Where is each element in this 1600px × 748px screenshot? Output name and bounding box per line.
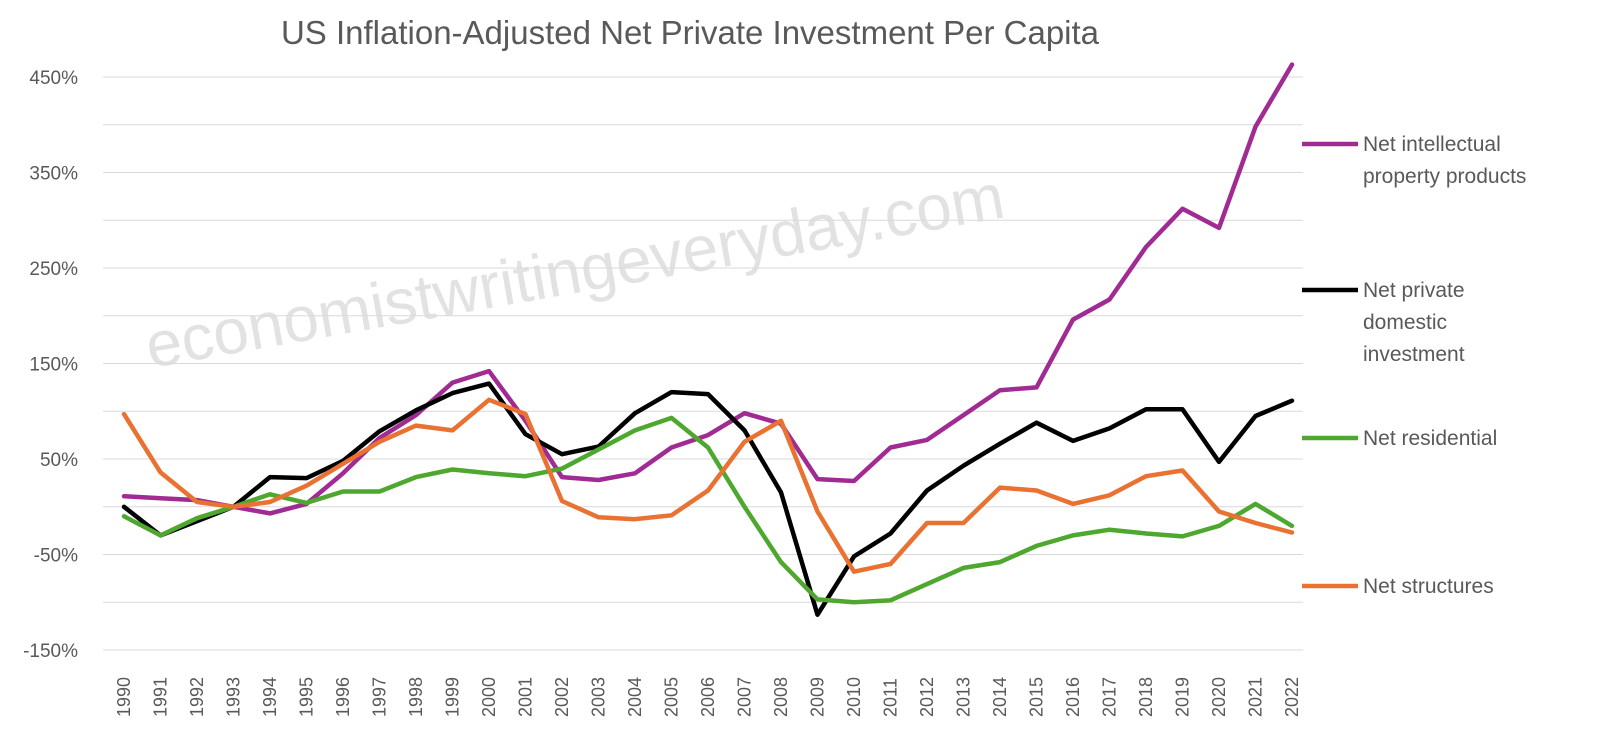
x-tick-label: 1991 [151,677,171,717]
x-tick-label: 2008 [771,677,791,717]
legend-label: Net residential [1363,427,1497,450]
x-tick-label: 2010 [844,677,864,717]
x-tick-label: 1999 [443,677,463,717]
y-tick-label: 250% [29,259,78,280]
series-line [121,62,1295,516]
x-tick-label: 2009 [808,677,828,717]
x-tick-label: 2006 [698,677,718,717]
y-tick-label: -50% [34,546,78,567]
x-tick-label: 1996 [333,677,353,717]
x-tick-label: 2007 [735,677,755,717]
x-tick-label: 2014 [990,677,1010,717]
x-tick-label: 2001 [516,677,536,717]
x-tick-label: 2012 [917,677,937,717]
legend: Net intellectual property products Net pri… [1302,133,1526,598]
series-lines [121,62,1295,617]
x-tick-label: 2015 [1027,677,1047,717]
x-tick-label: 1997 [370,677,390,717]
x-tick-label: 2013 [954,677,974,717]
chart-title: US Inflation-Adjusted Net Private Invest… [281,14,1100,51]
x-tick-label: 1992 [187,677,207,717]
x-tick-label: 1998 [406,677,426,717]
watermark-text: economistwritingeveryday.com [140,160,1010,382]
x-tick-label: 2016 [1063,677,1083,717]
series-line [121,381,1295,617]
x-tick-label: 1990 [114,677,134,717]
x-tick-label: 1995 [297,677,317,717]
y-tick-label: -150% [23,641,78,662]
x-tick-label: 2002 [552,677,572,717]
x-tick-label: 2011 [881,678,901,717]
legend-label: Net private domestic investment [1363,279,1465,366]
x-tick-label: 2019 [1173,677,1193,717]
x-tick-label: 2020 [1209,677,1229,717]
x-tick-label: 2017 [1100,677,1120,717]
x-tick-label: 1993 [224,677,244,717]
y-axis-tick-labels: 450% 350% 250% 150% 50% -50% -150% [23,68,78,662]
x-tick-label: 2005 [662,677,682,717]
x-tick-label: 2000 [479,677,499,717]
legend-label: Net structures [1363,575,1494,598]
x-axis-tick-labels: 1990 1991 1992 1993 1994 1995 1996 1997 1998 1999… [114,677,1302,717]
y-tick-label: 50% [40,450,78,471]
x-tick-label: 2021 [1246,677,1266,717]
legend-label: Net intellectual property products [1363,133,1526,188]
y-tick-label: 350% [29,164,78,185]
series-line [121,397,1295,574]
y-tick-label: 450% [29,68,78,89]
series-line [121,415,1295,605]
x-tick-label: 2004 [625,677,645,717]
y-tick-label: 150% [29,355,78,376]
x-tick-label: 2003 [589,677,609,717]
x-tick-label: 2022 [1282,677,1302,717]
x-tick-label: 1994 [260,677,280,717]
gridlines [103,76,1303,651]
x-tick-label: 2018 [1136,677,1156,717]
